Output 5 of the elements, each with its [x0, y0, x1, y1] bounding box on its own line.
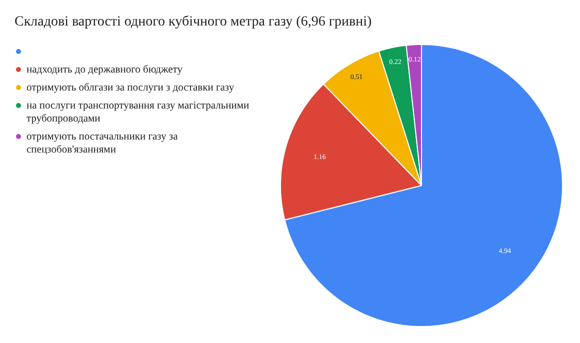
legend-label: отримують постачальники газу за спецзобов'язаннями	[26, 132, 178, 156]
legend-label: на послуги транспортування газу магістральними трубопроводами	[26, 100, 250, 124]
legend-label: надходить до державного бюджету	[26, 64, 184, 76]
legend-label: отримують облгази за послуги з доставки газу	[26, 82, 235, 94]
chart-title: Складові вартості одного кубічного метра газу (6,96 гривні)	[14, 14, 372, 30]
